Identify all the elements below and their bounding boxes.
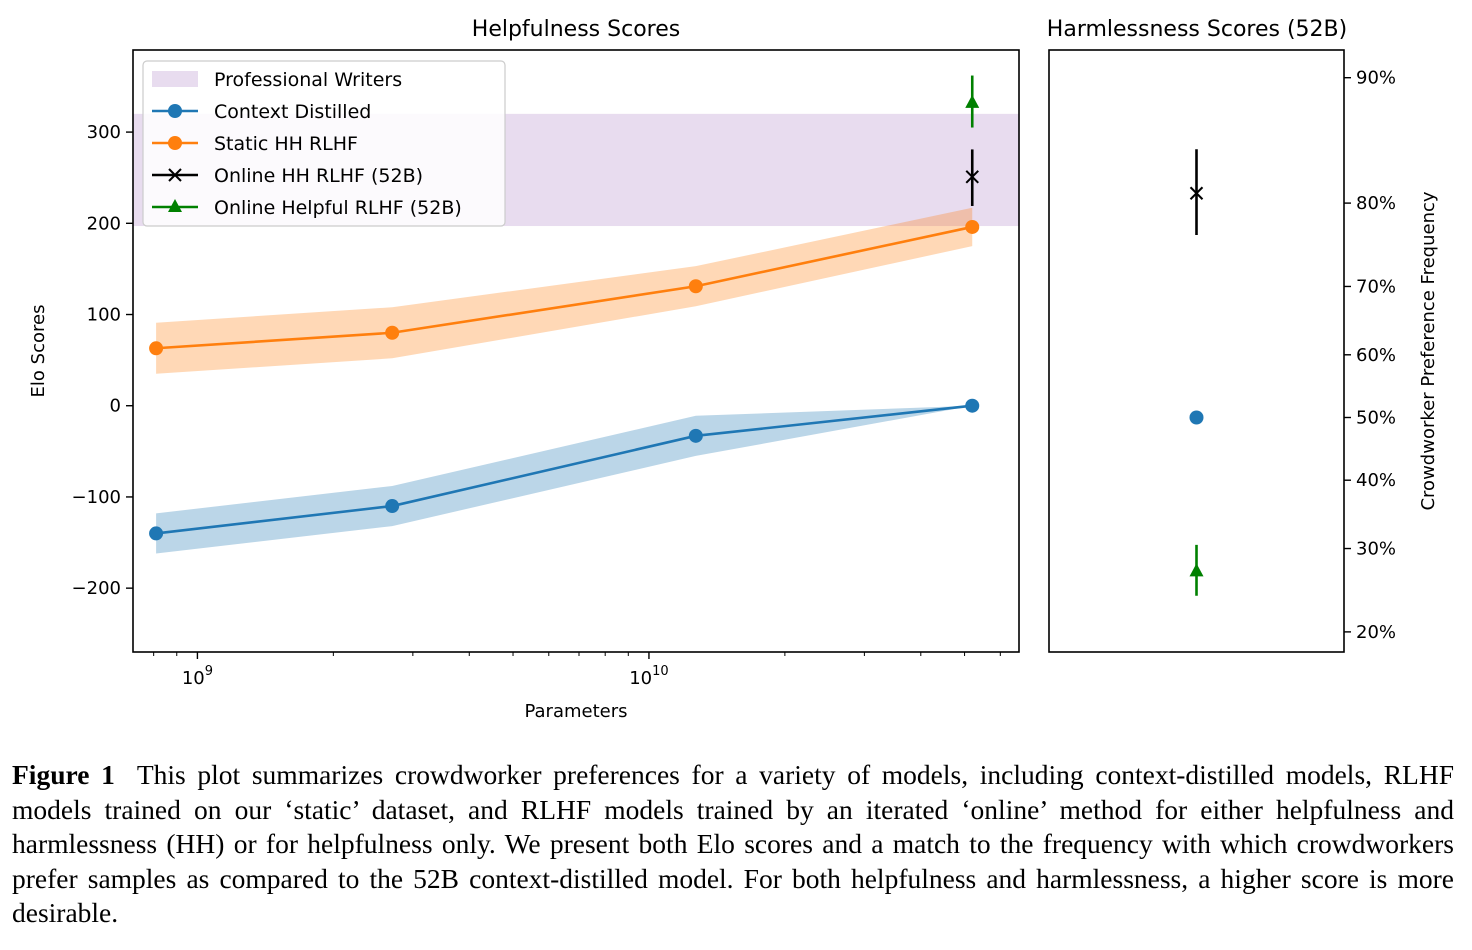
- caption-text: This plot summarizes crowdworker prefere…: [12, 759, 1454, 928]
- x-tick-label: 109: [182, 664, 213, 689]
- point-context-distilled: [149, 526, 164, 541]
- harm-y-tick-label: 60%: [1356, 345, 1396, 366]
- figure-1: Helpfulness Scores −200 −100 0 100 200 300 10…: [28, 17, 1439, 722]
- x-tick-label: 1010: [629, 664, 668, 689]
- harm-y-tick-label: 30%: [1356, 539, 1396, 560]
- helpfulness-legend: Professional Writers Context Distilled S…: [142, 60, 506, 227]
- helpfulness-panel: Helpfulness Scores −200 −100 0 100 200 300 10…: [28, 17, 1020, 722]
- helpfulness-title: Helpfulness Scores: [472, 17, 680, 42]
- helpfulness-markers: [149, 94, 980, 541]
- point-context-distilled: [385, 499, 400, 514]
- legend-label-context-distilled: Context Distilled: [214, 101, 371, 123]
- point-online-hh-rlhf-52b: [965, 170, 979, 184]
- harmlessness-panel: Harmlessness Scores (52B) 20% 30% 40% 50% 60…: [1047, 17, 1439, 653]
- helpfulness-y-ticks: −200 −100 0 100 200 300: [72, 122, 133, 599]
- line-static-hh-rlhf: [156, 225, 973, 350]
- harm-point-online-helpful-rlhf-52b: [1189, 563, 1204, 577]
- legend-frame: [142, 60, 506, 227]
- harm-point-online-hh-rlhf-52b: [1189, 186, 1204, 200]
- helpfulness-y-axis-label: Elo Scores: [28, 305, 49, 398]
- harm-y-tick-label: 70%: [1356, 276, 1396, 297]
- legend-label-online-hh-rlhf: Online HH RLHF (52B): [214, 165, 423, 187]
- point-context-distilled: [688, 428, 703, 443]
- point-online-helpful-rlhf-52b: [965, 94, 980, 108]
- harm-y-tick-label: 80%: [1356, 193, 1396, 214]
- caption-figure-label: Figure 1: [12, 759, 115, 790]
- harm-y-tick-label: 50%: [1356, 407, 1396, 428]
- helpfulness-confidence-areas: [156, 207, 973, 554]
- point-context-distilled: [965, 398, 980, 413]
- point-static-hh-rlhf: [149, 341, 164, 356]
- line-context-distilled: [155, 404, 973, 535]
- legend-label-online-helpful-rlhf: Online Helpful RLHF (52B): [214, 197, 462, 219]
- y-tick-label: 200: [87, 213, 121, 234]
- y-tick-label: −100: [72, 487, 121, 508]
- area-static-hh-rlhf: [156, 207, 973, 374]
- point-static-hh-rlhf: [688, 279, 703, 294]
- legend-swatch-professional-writers: [152, 71, 198, 87]
- harmlessness-title: Harmlessness Scores (52B): [1047, 17, 1347, 42]
- harmlessness-y-axis-label: Crowdworker Preference Frequency: [1418, 191, 1439, 510]
- y-tick-label: 0: [110, 396, 121, 417]
- harmlessness-plot-frame: [1048, 49, 1345, 653]
- point-static-hh-rlhf: [385, 325, 400, 340]
- y-tick-label: 300: [87, 122, 121, 143]
- legend-swatch-static-hh-rlhf: [152, 136, 198, 150]
- legend-label-professional-writers: Professional Writers: [214, 69, 402, 91]
- y-tick-label: −200: [72, 578, 121, 599]
- helpfulness-plot-frame: [132, 49, 1020, 653]
- helpfulness-lines: [155, 225, 973, 535]
- figure-caption: Figure 1 This plot summarizes crowdworker…: [12, 758, 1454, 931]
- legend-swatch-context-distilled: [152, 104, 198, 118]
- harm-y-tick-label: 40%: [1356, 470, 1396, 491]
- y-tick-label: 100: [87, 305, 121, 326]
- point-static-hh-rlhf: [965, 219, 980, 234]
- harm-point-context-distilled: [1189, 410, 1204, 425]
- legend-swatch-online-hh-rlhf: [152, 168, 198, 182]
- harmlessness-y-ticks: 20% 30% 40% 50% 60% 70% 80% 90%: [1344, 68, 1396, 643]
- harmlessness-markers: [1189, 186, 1204, 577]
- harm-y-tick-label: 90%: [1356, 68, 1396, 89]
- legend-label-static-hh-rlhf: Static HH RLHF: [214, 133, 358, 155]
- helpfulness-x-axis-label: Parameters: [524, 701, 627, 722]
- area-context-distilled: [156, 405, 973, 554]
- helpfulness-x-ticks: 109 1010: [153, 652, 1001, 689]
- harm-y-tick-label: 20%: [1356, 622, 1396, 643]
- legend-swatch-online-helpful-rlhf: [152, 199, 198, 212]
